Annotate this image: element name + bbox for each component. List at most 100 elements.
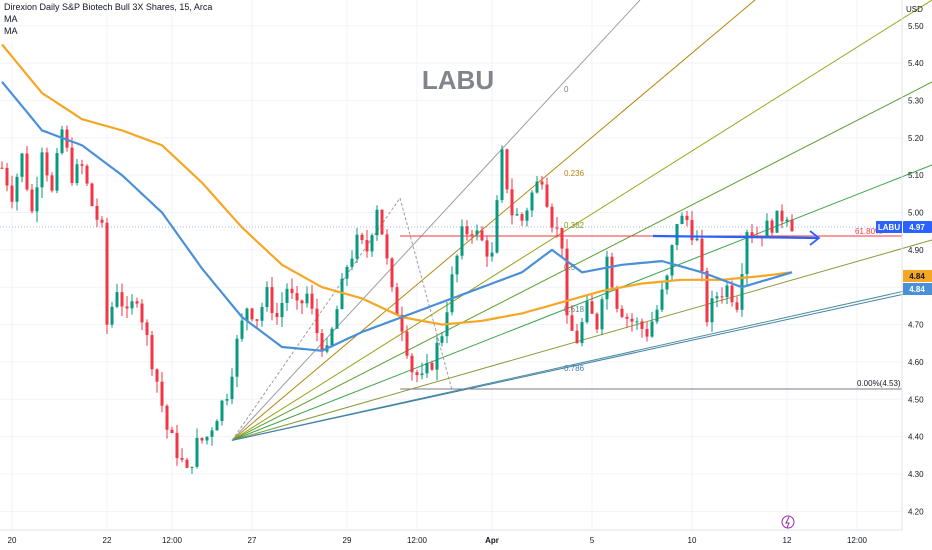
candle-body [20,153,24,177]
candle-body [245,308,249,321]
candle-body [150,335,154,370]
candle-body [650,321,654,337]
candle-body [565,248,569,316]
candle-body [530,192,534,211]
candle-body [395,287,399,315]
candle-body [495,200,499,253]
time-tick-label: 5 [590,536,595,545]
ma-slow-line [1,43,793,326]
moving-averages [1,43,793,352]
candle-body [45,152,49,176]
time-tick-label: 22 [103,536,112,545]
candle-body [355,234,359,259]
candle-body [615,287,619,309]
candle-body [165,405,169,430]
candle-body [405,331,409,356]
ma-fast-line [1,81,793,352]
fan-line [231,0,932,441]
price-tick-label: 5.00 [908,209,924,218]
fan-line [231,164,932,441]
candle-body [720,296,724,298]
candle-body [620,308,624,317]
candle-body [120,292,124,307]
indicator-label-ma-2[interactable]: MA [4,26,18,36]
time-tick-label: 12:00 [162,536,183,545]
lightning-bolt [785,516,790,529]
candle-body [695,238,699,241]
candle-body [375,209,379,236]
candle-body [465,226,469,235]
chart-grid [0,0,902,530]
candle-body [655,309,659,322]
candle-body [180,458,184,460]
candle-body [270,287,274,313]
price-tick-label: 4.30 [908,470,924,479]
candle-body [225,399,229,401]
candle-body [740,274,744,310]
fan-level-label: 0.382 [564,221,585,230]
candle-body [60,129,64,154]
candle-body [745,232,749,275]
candle-body [555,227,559,229]
candle-body [315,308,319,334]
candle-body [275,312,279,318]
time-tick-label: 20 [8,536,17,545]
time-tick-label: 27 [248,536,257,545]
candle-body [505,149,509,190]
price-tick-label: 5.50 [908,22,924,31]
candle-body [490,252,494,257]
lightning-icon[interactable] [781,515,795,529]
candle-body [470,234,474,236]
price-tick-label: 5.10 [908,171,924,180]
candle-body [320,333,324,352]
candle-body [485,240,489,257]
candle-body [310,293,314,309]
symbol-badge: LABU [878,223,900,232]
price-axis: USD5.505.405.305.205.105.004.904.804.704… [876,0,932,530]
price-tick-label: 5.20 [908,134,924,143]
indicator-label-ma-1[interactable]: MA [4,14,18,24]
candle-body [200,437,204,441]
price-tick-label: 4.60 [908,358,924,367]
candle-body [190,466,194,468]
ma-slow-badge: 4.84 [909,272,925,281]
annotations [652,230,821,529]
candle-body [100,219,104,223]
candle-body [785,219,789,222]
time-tick-label: Apr [485,536,499,545]
candle-body [685,215,689,221]
price-tick-label: 4.20 [908,507,924,516]
candle-body [365,239,369,252]
candle-body [175,432,179,459]
price-tick-label: 5.40 [908,59,924,68]
candle-body [550,206,554,228]
candle-body [135,301,139,304]
candle-body [400,314,404,332]
candle-body [670,245,674,276]
time-tick-label: 10 [688,536,697,545]
candle-body [15,176,19,202]
candle-body [425,362,429,374]
candle-body [660,289,664,310]
ma-fast-badge: 4.84 [909,285,925,294]
candle-body [285,288,289,303]
fan-line [231,81,932,441]
candle-body [25,153,29,190]
candle-body [30,189,34,212]
candle-body [415,372,419,376]
candle-body [705,271,709,323]
candle-body [690,220,694,241]
candle-body [10,185,14,202]
ma-slow-badge-bg [903,270,932,282]
arrow-shaft [652,234,819,240]
time-tick-label: 12:00 [407,536,428,545]
candle-body [195,437,199,467]
candles-series [0,125,794,474]
candle-body [680,215,684,225]
candle-body [730,285,734,303]
candle-body [635,321,639,323]
candle-body [440,336,444,343]
candle-body [545,184,549,207]
candle-body [215,421,219,431]
